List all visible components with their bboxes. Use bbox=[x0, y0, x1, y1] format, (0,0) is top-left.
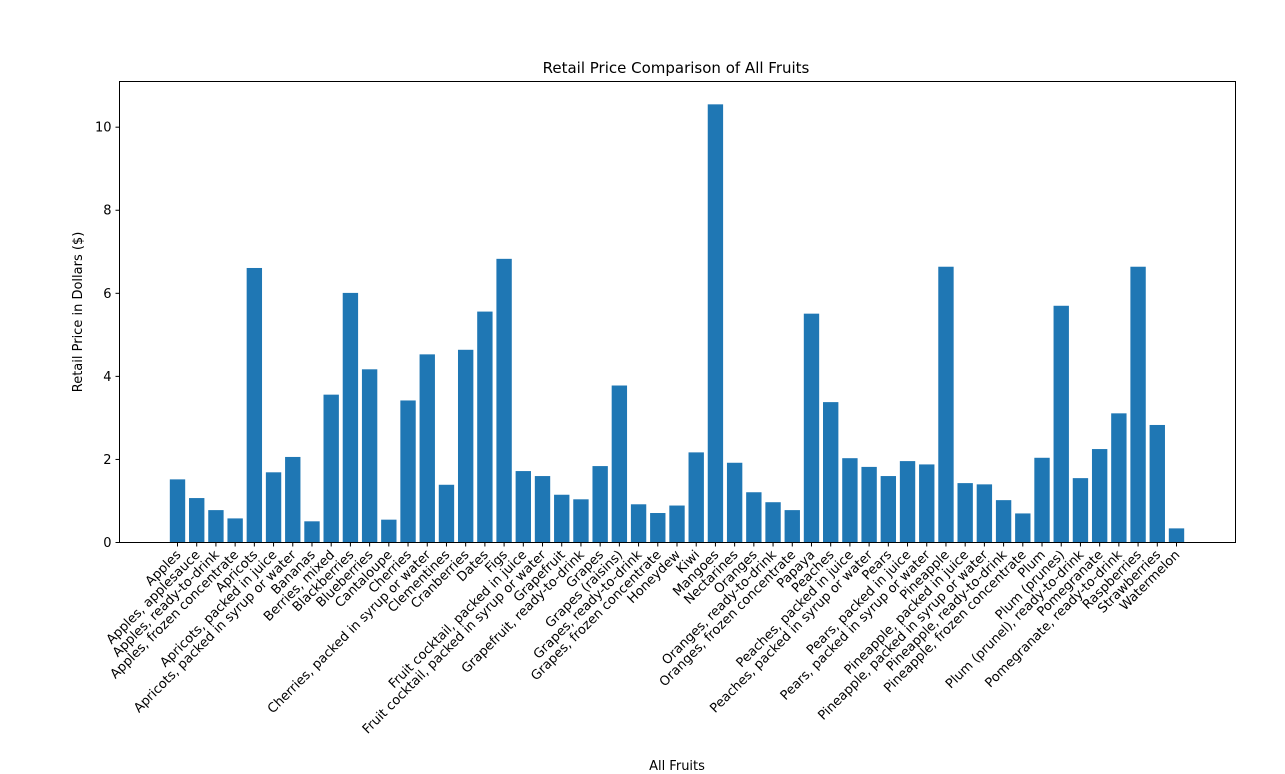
chart-title: Retail Price Comparison of All Fruits bbox=[543, 59, 810, 77]
bar bbox=[323, 394, 339, 543]
bar bbox=[246, 267, 263, 543]
bar bbox=[592, 466, 608, 543]
y-tick-label: 10 bbox=[95, 121, 112, 136]
bar bbox=[823, 402, 839, 543]
y-axis-label: Retail Price in Dollars ($) bbox=[71, 232, 86, 393]
y-axis: 0 2 4 6 8 10 bbox=[95, 121, 120, 551]
bar bbox=[400, 400, 416, 543]
bar bbox=[803, 313, 820, 543]
bar bbox=[688, 452, 704, 543]
bar bbox=[1111, 413, 1127, 543]
bar bbox=[650, 513, 666, 543]
bar bbox=[1034, 457, 1050, 543]
bar bbox=[919, 464, 935, 543]
bar bbox=[534, 476, 551, 543]
bar bbox=[1168, 528, 1185, 543]
bar bbox=[611, 385, 628, 543]
bar bbox=[669, 505, 685, 543]
bar bbox=[477, 311, 493, 543]
bar bbox=[746, 492, 762, 543]
bar bbox=[784, 510, 800, 543]
bar bbox=[995, 500, 1012, 543]
bar bbox=[265, 472, 282, 543]
bar bbox=[1091, 449, 1108, 543]
bar bbox=[1053, 305, 1069, 543]
bar bbox=[515, 471, 531, 543]
plot-frame bbox=[119, 81, 1236, 543]
bar bbox=[496, 258, 512, 543]
bar bbox=[438, 484, 455, 543]
bar bbox=[1149, 424, 1165, 543]
bar bbox=[630, 504, 647, 543]
bar bbox=[457, 349, 474, 543]
y-tick-label: 2 bbox=[103, 453, 111, 468]
bar bbox=[227, 518, 243, 543]
bar bbox=[1015, 513, 1031, 543]
bars-group bbox=[169, 104, 1185, 543]
bar bbox=[938, 266, 954, 543]
bar bbox=[381, 519, 397, 543]
bar bbox=[285, 456, 301, 543]
bar bbox=[342, 292, 359, 543]
x-axis-label: All Fruits bbox=[649, 759, 705, 774]
bar bbox=[573, 499, 589, 543]
bar bbox=[842, 458, 858, 543]
bar bbox=[899, 461, 916, 543]
bar bbox=[554, 494, 570, 543]
bar bbox=[208, 510, 224, 543]
bar bbox=[707, 104, 724, 543]
bar bbox=[765, 502, 781, 543]
y-tick-label: 6 bbox=[103, 287, 111, 302]
bar bbox=[880, 476, 897, 543]
bar bbox=[861, 466, 877, 543]
bar bbox=[361, 369, 378, 543]
y-tick-label: 0 bbox=[103, 536, 111, 551]
y-tick-label: 4 bbox=[103, 370, 111, 385]
bar bbox=[726, 462, 743, 543]
bar bbox=[957, 483, 973, 543]
bar bbox=[169, 479, 186, 543]
bar bbox=[1130, 266, 1146, 543]
bar bbox=[976, 484, 993, 543]
bar bbox=[1072, 478, 1089, 543]
bar bbox=[189, 498, 205, 543]
y-tick-label: 8 bbox=[103, 204, 111, 219]
bar bbox=[419, 354, 435, 543]
bar bbox=[304, 521, 320, 543]
